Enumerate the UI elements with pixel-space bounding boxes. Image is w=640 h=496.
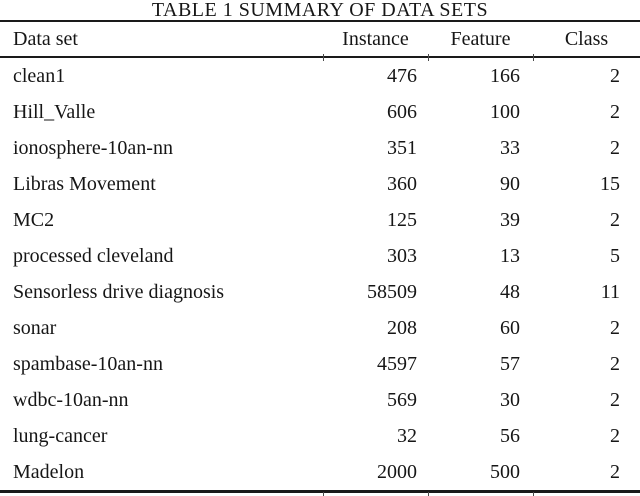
cell-feature: 39 (500, 208, 520, 231)
cell-dataset: Hill_Valle (13, 100, 96, 123)
column-tick (428, 54, 429, 61)
cell-dataset: sonar (13, 316, 57, 339)
table-row: wdbc-10an-nn 569 30 2 (0, 382, 640, 418)
cell-class: 11 (600, 280, 620, 303)
cell-class: 2 (610, 388, 620, 411)
cell-class: 2 (610, 460, 620, 483)
cell-class: 2 (610, 100, 620, 123)
cell-class: 2 (610, 64, 620, 87)
cell-class: 2 (610, 352, 620, 375)
column-tick (323, 492, 324, 496)
table-caption: TABLE 1 SUMMARY OF DATA SETS (151, 0, 489, 21)
header-class: Class (533, 22, 640, 58)
cell-feature: 33 (500, 136, 520, 159)
table-row: lung-cancer 32 56 2 (0, 418, 640, 454)
cell-instance: 32 (397, 424, 417, 447)
column-tick (323, 54, 324, 61)
cell-feature: 166 (490, 64, 520, 87)
cell-instance: 2000 (377, 460, 417, 483)
cell-dataset: Madelon (13, 460, 85, 483)
cell-instance: 125 (387, 208, 417, 231)
table-row: processed cleveland 303 13 5 (0, 238, 640, 274)
cell-dataset: MC2 (13, 208, 55, 231)
table-row: MC2 125 39 2 (0, 202, 640, 238)
header-feature: Feature (428, 22, 533, 58)
column-tick (428, 492, 429, 496)
header-instance: Instance (323, 22, 428, 58)
cell-feature: 60 (500, 316, 520, 339)
cell-instance: 606 (387, 100, 417, 123)
table-row: sonar 208 60 2 (0, 310, 640, 346)
cell-feature: 90 (500, 172, 520, 195)
cell-dataset: clean1 (13, 64, 66, 87)
cell-class: 5 (610, 244, 620, 267)
table-row: clean1 476 166 2 (0, 57, 640, 94)
table-body: clean1 476 166 2 Hill_Valle 606 100 2 ionosphere… (0, 57, 640, 490)
cell-dataset: Libras Movement (13, 172, 156, 195)
cell-instance: 58509 (367, 280, 417, 303)
cell-class: 15 (600, 172, 620, 195)
cell-feature: 100 (490, 100, 520, 123)
cell-instance: 303 (387, 244, 417, 267)
cell-feature: 13 (500, 244, 520, 267)
cell-instance: 569 (387, 388, 417, 411)
cell-dataset: spambase-10an-nn (13, 352, 163, 375)
cell-instance: 360 (387, 172, 417, 195)
table-row: spambase-10an-nn 4597 57 2 (0, 346, 640, 382)
cell-class: 2 (610, 208, 620, 231)
cell-instance: 351 (387, 136, 417, 159)
cell-dataset: ionosphere-10an-nn (13, 136, 173, 159)
bottom-rule (0, 490, 640, 493)
cell-class: 2 (610, 136, 620, 159)
cell-dataset: processed cleveland (13, 244, 174, 267)
cell-feature: 48 (500, 280, 520, 303)
cell-class: 2 (610, 316, 620, 339)
cell-instance: 208 (387, 316, 417, 339)
cell-dataset: Sensorless drive diagnosis (13, 280, 225, 303)
table-row: Madelon 2000 500 2 (0, 454, 640, 490)
column-tick (533, 492, 534, 496)
table-row: Hill_Valle 606 100 2 (0, 94, 640, 130)
cell-feature: 30 (500, 388, 520, 411)
cell-dataset: wdbc-10an-nn (13, 388, 129, 411)
datasets-table: Data set Instance Feature Class clean1 47… (0, 22, 640, 490)
header-row: Data set Instance Feature Class (0, 22, 640, 58)
cell-instance: 476 (387, 64, 417, 87)
cell-feature: 56 (500, 424, 520, 447)
table-row: Sensorless drive diagnosis 58509 48 11 (0, 274, 640, 310)
cell-feature: 500 (490, 460, 520, 483)
header-data-set: Data set (0, 22, 323, 58)
cell-feature: 57 (500, 352, 520, 375)
cell-dataset: lung-cancer (13, 424, 108, 447)
title-rule (0, 20, 640, 22)
cell-instance: 4597 (377, 352, 417, 375)
table-row: Libras Movement 360 90 15 (0, 166, 640, 202)
table-row: ionosphere-10an-nn 351 33 2 (0, 130, 640, 166)
cell-class: 2 (610, 424, 620, 447)
column-tick (533, 54, 534, 61)
